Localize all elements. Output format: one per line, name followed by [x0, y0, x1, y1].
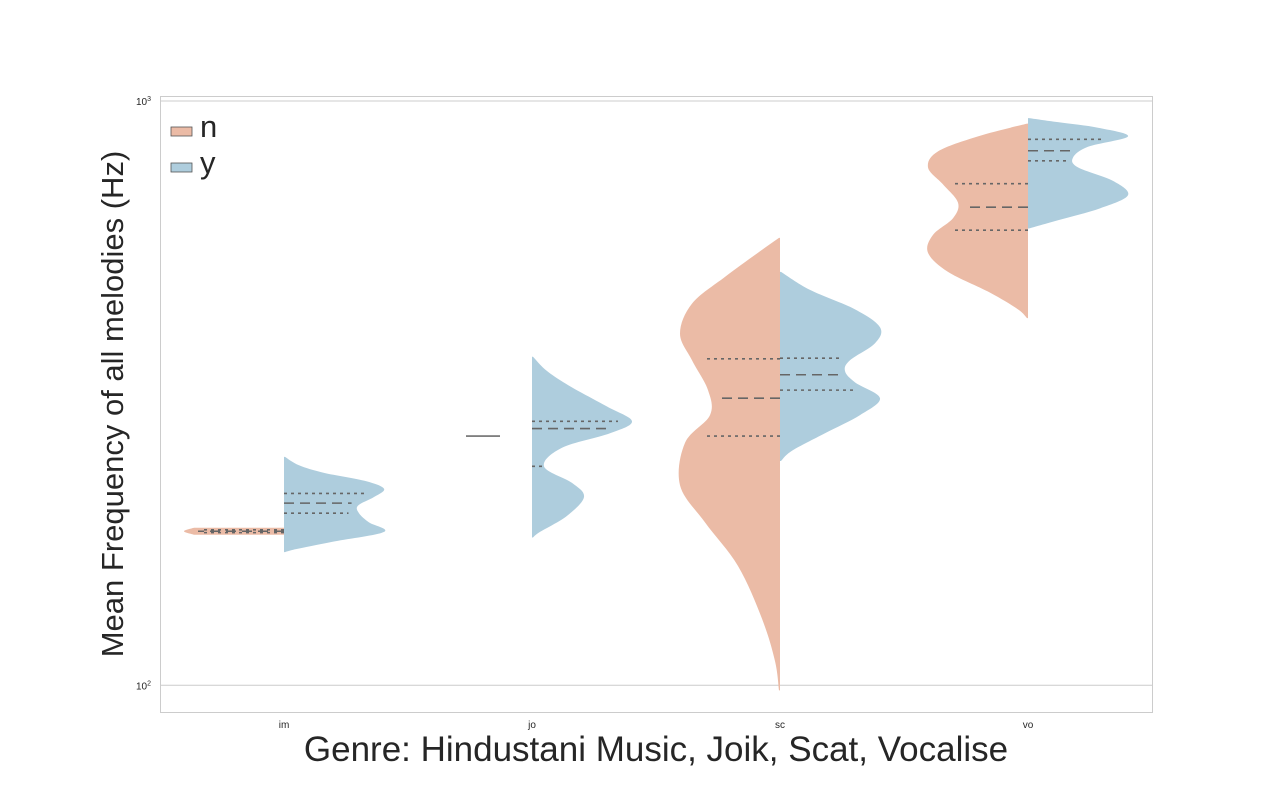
grid-lines [160, 100, 1152, 686]
x-tick-label-im: im [279, 720, 290, 731]
x-tick-label-jo: jo [527, 720, 536, 731]
legend-swatch-n [170, 126, 193, 137]
y-tick-labels: 102 103 [136, 96, 151, 692]
x-tick-label-sc: sc [775, 720, 785, 731]
violin-vo-y [1028, 118, 1129, 229]
y-tick-label: 102 [136, 680, 151, 692]
y-axis-label: Mean Frequency of all melodies (Hz) [95, 151, 130, 658]
legend-label-y: y [200, 145, 216, 180]
x-axis-label: Genre: Hindustani Music, Joik, Scat, Voc… [304, 730, 1008, 769]
violin-vo-n [927, 123, 1028, 319]
quartile-lines [198, 138, 1105, 534]
legend-label-n: n [200, 109, 217, 144]
violins [184, 118, 1129, 691]
violin-im-y [284, 456, 386, 553]
x-tick-labels: im jo sc vo [279, 720, 1034, 731]
legend-swatch-y [170, 162, 193, 173]
violin-jo-y [532, 356, 633, 538]
violin-sc-n [678, 237, 780, 691]
legend: ny [170, 109, 217, 180]
y-tick-label: 103 [136, 96, 151, 108]
violin-sc-y [780, 271, 882, 462]
x-tick-label-vo: vo [1023, 720, 1034, 731]
